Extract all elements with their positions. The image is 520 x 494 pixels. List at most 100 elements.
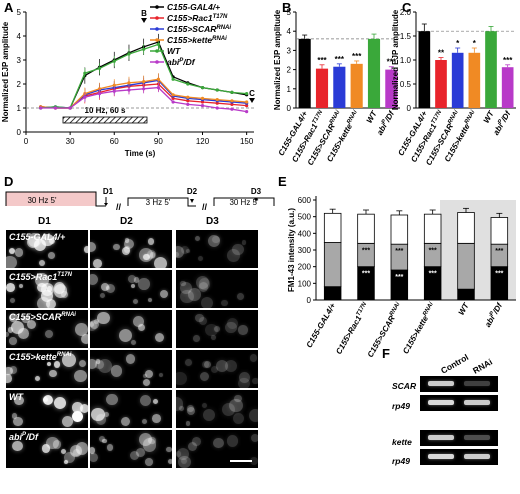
microscopy-col-d1: D1 [38, 216, 51, 227]
panel-a-ytick-label: 0 [17, 128, 22, 137]
bouton-spot [53, 397, 66, 409]
bouton-spot [176, 451, 181, 457]
panel-e-category-label: WT [457, 301, 472, 317]
bouton-spot [100, 282, 109, 292]
panel-a-point [186, 102, 190, 106]
microscopy-tile [90, 430, 172, 468]
gel-band [428, 381, 454, 386]
marker-b-label: B [141, 9, 147, 18]
stimulus-bar [62, 116, 148, 124]
bouton-spot [142, 253, 150, 261]
bouton-spot [187, 442, 197, 452]
panel-a-point [186, 99, 190, 103]
gel-strip [420, 430, 498, 446]
panel-b-y-label: Normalized EJP amplitude [273, 9, 282, 110]
bouton-spot [151, 414, 161, 424]
significance-mark: *** [429, 247, 437, 254]
microscopy-tile [176, 430, 258, 468]
gel-image [420, 376, 498, 472]
panel-a-xtick-label: 120 [196, 137, 210, 146]
bouton-spot [99, 292, 106, 299]
bouton-spot [129, 450, 140, 461]
bouton-spot [75, 323, 88, 336]
panel-a-point [200, 96, 205, 100]
panel-a-point [230, 90, 234, 94]
bouton-spot [47, 252, 55, 259]
protocol-arrowhead-d3 [254, 198, 258, 202]
microscopy-tile [176, 310, 258, 348]
significance-mark: *** [352, 52, 362, 61]
bouton-spot [215, 359, 229, 372]
bouton-spot [128, 274, 137, 283]
bouton-spot [6, 374, 12, 383]
bar [367, 38, 381, 108]
bouton-spot [187, 404, 195, 412]
gel-band [464, 435, 490, 440]
bouton-spot [14, 395, 25, 406]
bar [435, 60, 447, 108]
panel-a-point [171, 93, 175, 97]
bar-ytick-label: 0 [407, 104, 412, 113]
bouton-spot [73, 369, 87, 383]
bouton-spot [90, 321, 94, 327]
gel-col-rnai: RNAi [471, 357, 494, 376]
bouton-spot [95, 359, 100, 364]
bar-ytick-label: 0.5 [400, 80, 412, 89]
protocol-break-1: // [116, 202, 122, 212]
protocol-trace-3 [213, 197, 275, 206]
bouton-spot [62, 415, 74, 428]
significance-mark: *** [495, 248, 503, 255]
bouton-spot [176, 251, 179, 257]
stacked-bar-segment [457, 288, 475, 301]
panel-a-point [200, 104, 205, 108]
panel-a-point [230, 107, 234, 111]
bouton-spot [167, 459, 172, 465]
panel-a-ytick-label: 3 [17, 56, 22, 65]
panel-e-y-label: FM1-43 intensity (a.u.) [287, 208, 296, 292]
legend-entry: C155>ketteRNAi [167, 35, 227, 45]
panel-label-c: C [402, 0, 412, 15]
bouton-spot [180, 280, 186, 287]
bouton-spot [142, 374, 147, 379]
panel-label-a: A [4, 0, 14, 15]
bouton-spot [202, 402, 208, 409]
bouton-spot [232, 244, 244, 256]
microscopy-tile [176, 270, 258, 308]
bouton-spot [90, 242, 96, 253]
significance-mark: *** [362, 271, 370, 278]
protocol-marker-d1: D1 [103, 187, 114, 196]
significance-mark: *** [362, 247, 370, 254]
bouton-spot [179, 406, 185, 412]
microscopy-row-label: C155>Rac1T17N [9, 272, 72, 282]
significance-mark: * [473, 39, 477, 48]
significance-mark: *** [495, 271, 503, 278]
gel-band [464, 381, 490, 386]
microscopy-tile [90, 270, 172, 308]
bouton-spot [136, 447, 146, 457]
scale-bar [230, 460, 252, 462]
bouton-spot [227, 317, 239, 329]
bouton-spot [241, 240, 247, 245]
bar [418, 31, 431, 109]
bouton-spot [180, 289, 194, 304]
bar [385, 69, 398, 108]
bouton-spot [40, 283, 54, 296]
bouton-spot [63, 460, 69, 465]
bar-ytick-label: 5 [287, 8, 292, 17]
microscopy-row-label: C155>SCARRNAi [9, 312, 76, 322]
bouton-spot [154, 332, 165, 343]
bouton-spot [90, 359, 97, 369]
stacked-bar-segment [457, 242, 475, 290]
bouton-spot [19, 283, 24, 289]
bouton-spot [33, 239, 46, 252]
bouton-spot [185, 420, 191, 426]
bouton-spot [205, 323, 218, 337]
microscopy-tile [90, 390, 172, 428]
marker-c-label: C [249, 89, 255, 98]
panel-a-point [215, 88, 219, 92]
panel-e-ytick-label: 400 [298, 229, 312, 238]
protocol-arrowhead-d1 [104, 203, 108, 206]
bouton-spot [132, 298, 138, 304]
bouton-spot [6, 255, 17, 268]
bouton-spot [184, 358, 192, 366]
